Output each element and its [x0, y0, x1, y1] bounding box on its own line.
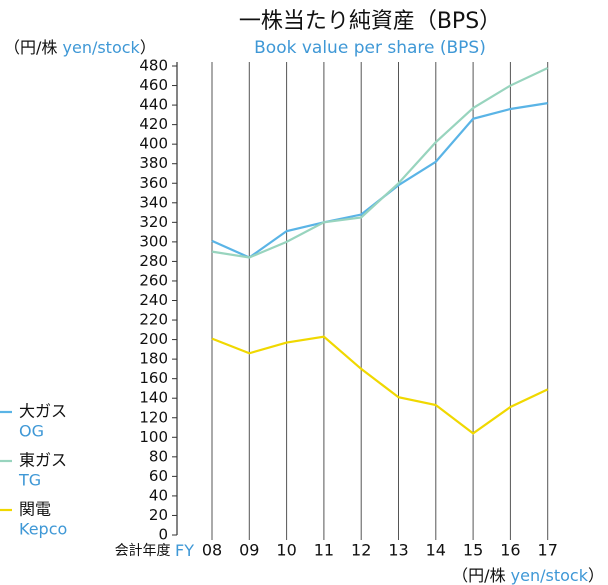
y-tick-label: 280 [139, 252, 168, 270]
y-tick-label: 240 [139, 291, 168, 309]
x-tick-label: 15 [463, 541, 483, 560]
series-line [211, 66, 549, 259]
y-tick-label: 360 [139, 174, 168, 192]
y-tick-label: 120 [139, 408, 168, 426]
y-tick-label: 80 [149, 447, 168, 465]
y-tick-label: 0 [158, 526, 168, 544]
chart-title: 一株当たり純資産（BPS） [239, 9, 501, 34]
y-axis-label-ja: （円/株 [4, 38, 57, 57]
y-tick-label: 400 [139, 135, 168, 153]
y-tick-label: 340 [139, 193, 168, 211]
y-tick-label: 20 [149, 506, 168, 524]
x-tick-label: 09 [239, 541, 259, 560]
y-tick-label: 40 [149, 486, 168, 504]
x-tick-label: 14 [426, 541, 446, 560]
y-axis-label-close: ） [140, 38, 156, 57]
y-tick-label: 220 [139, 311, 168, 329]
y-tick-label: 480 [139, 57, 168, 75]
x-tick-label: 17 [538, 541, 558, 560]
y-tick-label: 160 [139, 369, 168, 387]
y-tick-label: 420 [139, 115, 168, 133]
x-tick-label: 11 [314, 541, 334, 560]
legend-label: 大ガス [19, 402, 67, 421]
y-axis-label-en: yen/stock [63, 38, 141, 57]
y-tick-label: 180 [139, 350, 168, 368]
legend-label: 東ガス [19, 451, 67, 470]
unit-note: （円/株 yen/stock） [452, 566, 604, 585]
y-tick-label: 460 [139, 76, 168, 94]
y-tick-label: 100 [139, 428, 168, 446]
x-tick-label: 12 [351, 541, 371, 560]
y-tick-label: 260 [139, 271, 168, 289]
legend-label-en: OG [19, 422, 44, 441]
y-tick-label: 140 [139, 389, 168, 407]
y-tick-label: 320 [139, 213, 168, 231]
legend-label-en: TG [18, 471, 41, 490]
y-tick-label: 200 [139, 330, 168, 348]
legend-label: 関電 [19, 500, 51, 519]
x-axis-label-en: FY [175, 541, 194, 560]
y-tick-label: 300 [139, 232, 168, 250]
x-tick-label: 10 [276, 541, 296, 560]
y-tick-label: 380 [139, 154, 168, 172]
unit-note-ja: （円/株 [452, 566, 505, 585]
unit-note-close: ） [588, 566, 604, 585]
x-axis-label-ja: 会計年度 [115, 543, 171, 559]
legend-label-en: Kepco [19, 520, 67, 539]
x-tick-label: 16 [500, 541, 520, 560]
unit-note-en: yen/stock [511, 566, 589, 585]
series-line [211, 335, 549, 435]
x-axis-label: 会計年度 FY [115, 541, 195, 560]
x-tick-label: 08 [202, 541, 222, 560]
y-tick-label: 60 [149, 467, 168, 485]
y-axis-label: （円/株 yen/stock） [4, 38, 156, 57]
chart-subtitle: Book value per share (BPS) [254, 38, 486, 58]
y-tick-label: 440 [139, 96, 168, 114]
x-tick-label: 13 [388, 541, 408, 560]
series-line [211, 102, 548, 259]
